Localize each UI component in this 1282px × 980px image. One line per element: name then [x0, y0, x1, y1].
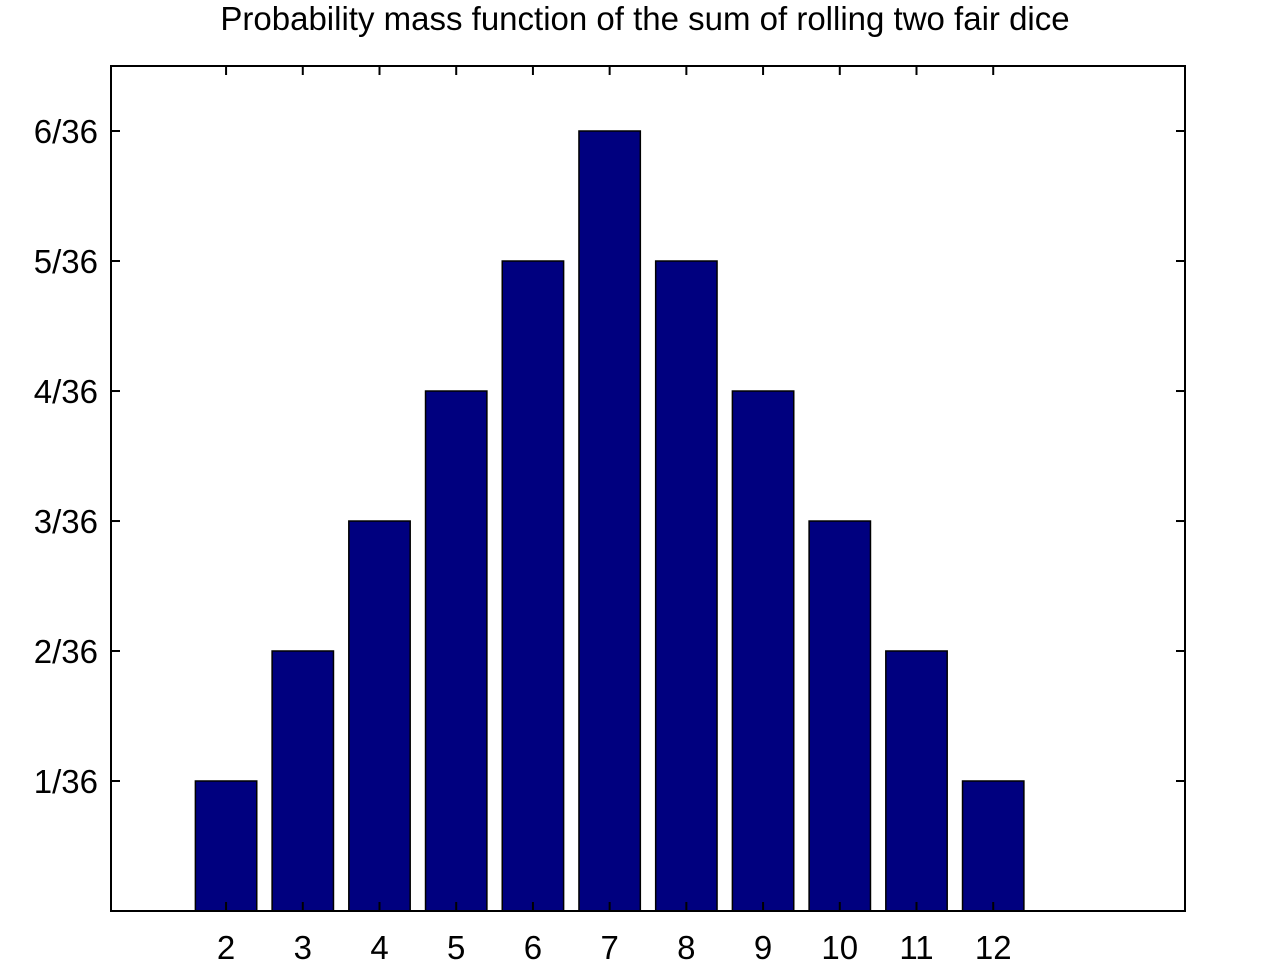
y-tick-label: 2/36: [34, 633, 98, 670]
x-tick-label: 9: [754, 929, 772, 966]
y-tick-label: 1/36: [34, 763, 98, 800]
bar-7: [578, 130, 642, 912]
y-tick-label: 4/36: [34, 373, 98, 410]
x-tick-label: 6: [524, 929, 542, 966]
axes-frame: [110, 65, 1186, 912]
bars-group: [194, 130, 1025, 912]
bar-9: [731, 390, 795, 912]
y-tick-label: 3/36: [34, 503, 98, 540]
x-tick-label: 2: [217, 929, 235, 966]
x-tick-label: 8: [677, 929, 695, 966]
x-tick-label: 5: [447, 929, 465, 966]
bar-12: [961, 780, 1025, 912]
bar-2: [194, 780, 258, 912]
bar-8: [654, 260, 718, 912]
x-tick-label: 12: [975, 929, 1012, 966]
y-tick-label: 6/36: [34, 113, 98, 150]
x-tick-label: 3: [294, 929, 312, 966]
bar-3: [271, 650, 335, 912]
x-tick-label: 7: [600, 929, 618, 966]
bar-10: [808, 520, 872, 912]
bar-6: [501, 260, 565, 912]
bar-5: [424, 390, 488, 912]
x-tick-label: 10: [821, 929, 858, 966]
x-tick-label: 4: [370, 929, 388, 966]
bar-11: [885, 650, 948, 912]
chart-title: Probability mass function of the sum of …: [220, 0, 1069, 37]
x-axis-ticks: 2 3 4 5 6 7 8 9 10 11 12: [217, 66, 1012, 966]
x-tick-label: 11: [899, 929, 933, 966]
y-axis-ticks: 1/36 2/36 3/36 4/36 5/36 6/36: [34, 113, 1185, 800]
y-tick-label: 5/36: [34, 243, 98, 280]
bar-4: [348, 520, 411, 912]
